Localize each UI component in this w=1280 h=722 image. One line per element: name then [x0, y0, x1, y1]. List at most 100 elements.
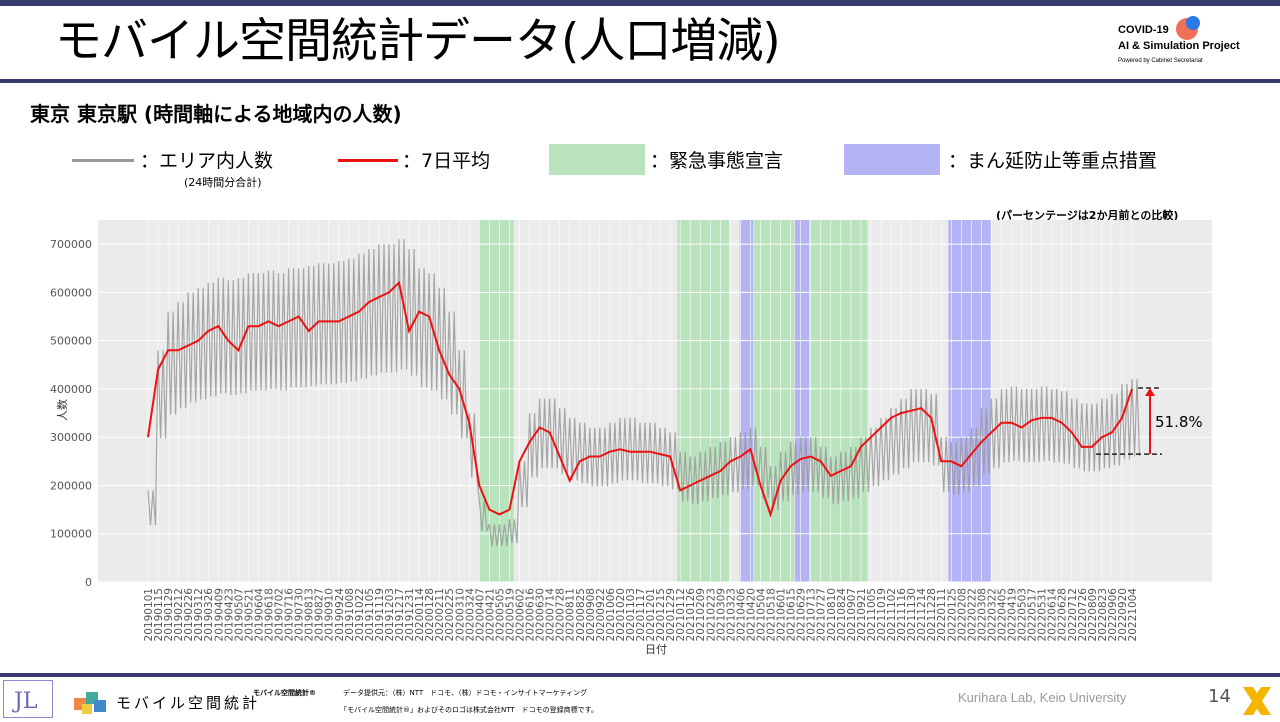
slide-title: モバイル空間統計データ(人口増減): [55, 14, 781, 69]
x-tick-label: 20210601: [776, 588, 788, 641]
x-tick-label: 20201020: [615, 588, 627, 641]
lab-logo-icon: JL: [3, 680, 53, 718]
x-tick-label: 20190115: [153, 588, 165, 641]
emergency-period-5: [809, 220, 868, 582]
x-tick-label: 20220614: [1047, 588, 1059, 642]
series-7day-average-line: [147, 280, 1133, 518]
x-tick-label: 20221004: [1127, 588, 1139, 642]
x-tick-label: 20220111: [936, 588, 948, 641]
x-tick-label: 20210921: [856, 588, 868, 641]
x-tick-label: 20191217: [394, 588, 406, 641]
x-tick-label: 20190409: [213, 588, 225, 641]
x-tick-label: 20191119: [374, 588, 386, 641]
y-axis-label: 人数: [56, 399, 69, 421]
x-tick-label: 20210615: [786, 588, 798, 641]
x-tick-label: 20201006: [605, 588, 617, 642]
x-tick-label: 20220712: [1067, 588, 1079, 641]
top-accent-bar: [0, 0, 1280, 6]
x-tick-label: 20211019: [876, 588, 888, 641]
x-tick-label: 20220517: [1027, 588, 1039, 641]
footer-lab-credit: Kurihara Lab, Keio University: [958, 690, 1127, 705]
x-tick-label: 20200728: [555, 588, 567, 641]
x-axis-label: 日付: [645, 643, 667, 656]
y-tick-label: 200000: [50, 479, 92, 492]
x-tick-label: 20210727: [816, 588, 828, 641]
page-number: 14: [1208, 686, 1231, 707]
x-tick-label: 20220322: [986, 588, 998, 641]
legend-gray-line-icon: [72, 159, 134, 162]
x-tick-label: 20210629: [796, 588, 808, 641]
x-tick-label: 20190521: [243, 588, 255, 641]
x-tick-label: 20220503: [1017, 588, 1029, 641]
x-tick-label: 20191008: [344, 588, 356, 641]
x-tick-label: 20210824: [836, 588, 848, 642]
svg-text:JL: JL: [12, 689, 38, 714]
x-tick-label: 20201201: [645, 588, 657, 641]
x-tick-label: 20191022: [354, 588, 366, 641]
x-tick-label: 20190507: [233, 588, 245, 641]
x-tick-label: 20190702: [274, 588, 286, 641]
x-tick-label: 20201229: [665, 588, 677, 641]
x-tick-label: 20200908: [585, 588, 597, 641]
x-tick-label: 20210713: [806, 588, 818, 641]
x-tick-label: 20190716: [284, 588, 296, 642]
y-tick-label: 600000: [50, 286, 92, 299]
x-tick-label: 20201117: [635, 588, 647, 641]
x-tick-label: 20200602: [515, 588, 527, 641]
x-tick-label: 20220208: [956, 588, 968, 641]
x-tick-label: 20200114: [414, 588, 426, 642]
y-tick-label: 500000: [50, 335, 92, 348]
x-tick-label: 20191203: [384, 588, 396, 641]
annotation-arrow-head-icon: [1145, 387, 1155, 396]
legend-green-label: ：緊急事態宣言: [650, 150, 784, 172]
x-tick-label: 20200825: [575, 588, 587, 641]
footer-trademark: 「モバイル空間統計®」およびそのロゴは株式会社NTT ドコモの登録商標です。: [340, 706, 598, 714]
covid-ai-project-logo: COVID-19 AI & Simulation Project Powered…: [1118, 16, 1278, 74]
x-tick-label: 20210518: [766, 588, 778, 641]
x-tick-label: 20210209: [695, 588, 707, 641]
x-tick-label: 20220222: [966, 588, 978, 641]
semi-emergency-period-4: [794, 220, 810, 582]
x-tick-label: 20210323: [725, 588, 737, 641]
x-tick-label: 20200616: [525, 588, 537, 642]
x-tick-label: 20210112: [675, 588, 687, 641]
x-tick-label: 20211102: [886, 588, 898, 641]
x-tick-label: 20211214: [916, 588, 928, 642]
x-tick-label: 20210126: [685, 588, 697, 642]
x-tick-label: 20220906: [1107, 588, 1119, 642]
x-tick-label: 20220628: [1057, 588, 1069, 641]
x-tick-label: 20190423: [223, 588, 235, 641]
footer-brand-small: モバイル空間統計®: [253, 689, 316, 697]
x-tick-label: 20210907: [846, 588, 858, 641]
emergency-period-1: [677, 220, 729, 582]
x-tick-label: 20210420: [745, 588, 757, 641]
plot-background: [98, 220, 1212, 582]
x-tick-label: 20220419: [1007, 588, 1019, 641]
y-tick-label: 0: [85, 576, 92, 589]
title-underline: [0, 79, 1280, 83]
x-tick-label: 20200505: [494, 588, 506, 641]
x-tick-label: 20210504: [755, 588, 767, 642]
legend-gray-sublabel: (24時間分合計): [184, 176, 262, 189]
x-tick-label: 20211116: [896, 588, 908, 642]
logo-line3: Powered by Cabinet Secretariat: [1118, 58, 1203, 64]
x-tick-label: 20211228: [926, 588, 938, 641]
legend-blue-label: ：まん延防止等重点措置: [948, 150, 1158, 172]
x-tick-label: 20210406: [735, 588, 747, 642]
y-tick-label: 100000: [50, 528, 92, 541]
x-tick-label: 20200407: [474, 588, 486, 641]
x-tick-label: 20191105: [364, 588, 376, 641]
legend-red-line-icon: [338, 159, 398, 162]
x-tick-label: 20200225: [444, 588, 456, 641]
x-tick-label: 20200421: [484, 588, 496, 641]
x-tick-label: 20201103: [625, 588, 637, 641]
x-tick-label: 20190101: [143, 588, 155, 641]
mobile-stats-cubes-icon: [72, 684, 108, 716]
x-tick-label: 20200324: [464, 588, 476, 642]
logo-blue-circle-icon: [1186, 16, 1200, 30]
semi-emergency-period-6: [948, 220, 991, 582]
x-tick-label: 20220405: [996, 588, 1008, 641]
chart-subtitle: 東京 東京駅 (時間軸による地域内の人数): [30, 102, 402, 126]
x-tick-label: 20201215: [655, 588, 667, 641]
x-tick-label: 20190226: [183, 588, 195, 642]
